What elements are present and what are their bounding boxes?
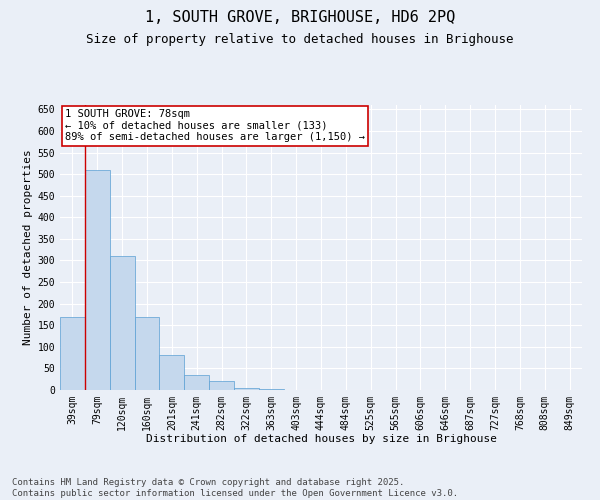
Bar <box>184 375 209 390</box>
Bar <box>209 380 234 390</box>
Bar <box>85 170 110 390</box>
X-axis label: Distribution of detached houses by size in Brighouse: Distribution of detached houses by size … <box>146 434 497 444</box>
Bar <box>60 316 85 390</box>
Text: 1 SOUTH GROVE: 78sqm
← 10% of detached houses are smaller (133)
89% of semi-deta: 1 SOUTH GROVE: 78sqm ← 10% of detached h… <box>65 110 365 142</box>
Text: Contains HM Land Registry data © Crown copyright and database right 2025.
Contai: Contains HM Land Registry data © Crown c… <box>12 478 458 498</box>
Text: 1, SOUTH GROVE, BRIGHOUSE, HD6 2PQ: 1, SOUTH GROVE, BRIGHOUSE, HD6 2PQ <box>145 10 455 25</box>
Bar <box>234 388 259 390</box>
Bar <box>134 316 160 390</box>
Bar <box>110 256 134 390</box>
Y-axis label: Number of detached properties: Number of detached properties <box>23 150 34 346</box>
Bar <box>160 356 184 390</box>
Text: Size of property relative to detached houses in Brighouse: Size of property relative to detached ho… <box>86 32 514 46</box>
Bar <box>259 389 284 390</box>
